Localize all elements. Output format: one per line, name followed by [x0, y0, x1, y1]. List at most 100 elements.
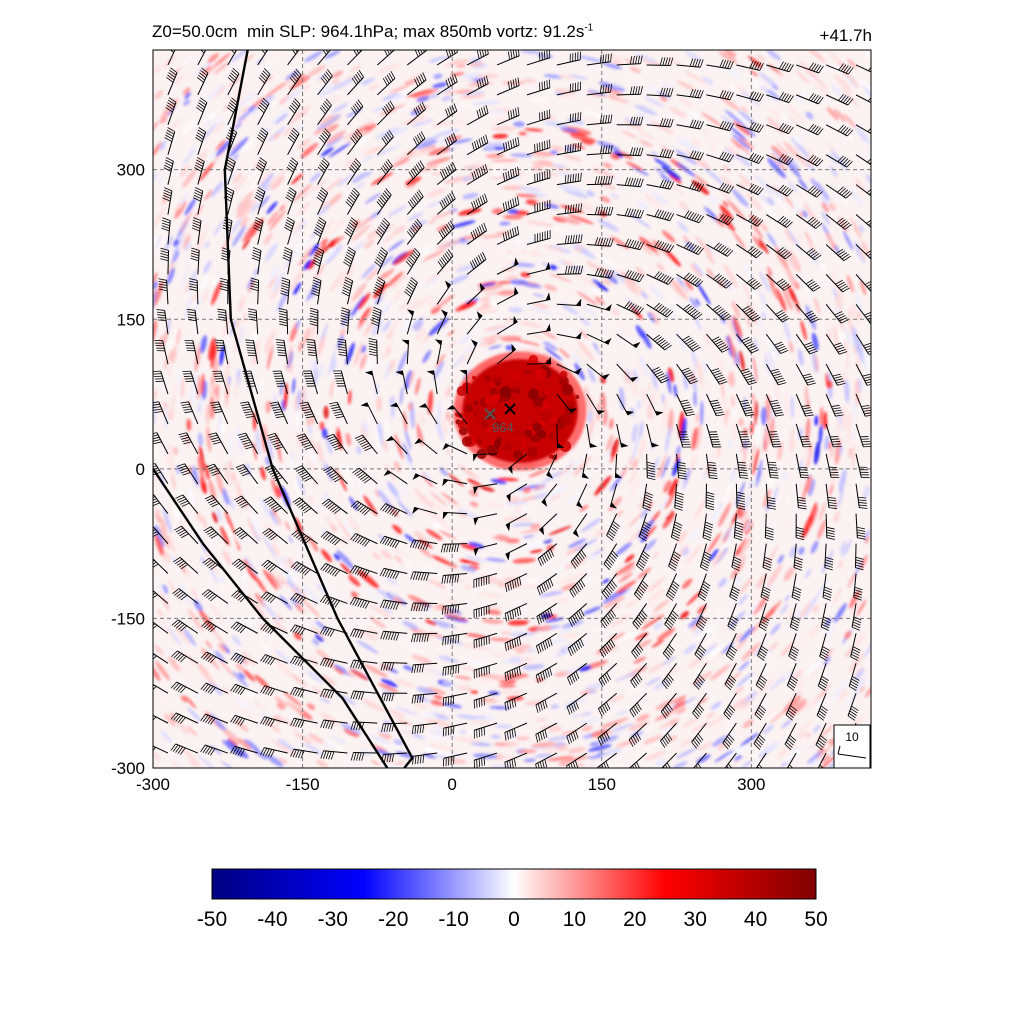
- wind-barb: [646, 148, 674, 159]
- wind-barb: [598, 662, 618, 687]
- wind-barb: [556, 331, 582, 340]
- wind-barb: [158, 278, 169, 305]
- wind-barb: [815, 722, 828, 751]
- wind-barb: [616, 301, 644, 315]
- wind-barb: [354, 434, 378, 455]
- wind-barb: [200, 682, 229, 695]
- wind-barb: [757, 633, 769, 661]
- wind-barb: [320, 688, 348, 699]
- wind-barb: [586, 144, 613, 156]
- coastline: [153, 468, 389, 768]
- wind-barb: [855, 274, 871, 293]
- wind-barb: [208, 432, 229, 455]
- wind-barb: [496, 77, 520, 96]
- wind-barb: [536, 603, 558, 625]
- wind-barb: [536, 573, 558, 596]
- wind-barb: [537, 543, 558, 567]
- wind-barb: [736, 91, 764, 102]
- wind-barb: [541, 483, 558, 507]
- wind-barb: [473, 573, 498, 588]
- wind-barb: [722, 722, 737, 750]
- wind-barb: [526, 261, 551, 275]
- wind-barb: [556, 363, 582, 375]
- wind-barb: [695, 603, 708, 631]
- wind-barb: [616, 238, 645, 251]
- wind-barb: [556, 423, 565, 448]
- wind-barbs: [153, 50, 871, 768]
- wind-barb: [436, 50, 458, 66]
- wind-barb: [795, 483, 807, 510]
- wind-barb: [317, 69, 333, 96]
- wind-barb: [616, 423, 629, 448]
- wind-barb: [789, 603, 801, 631]
- wind-barb: [496, 196, 520, 215]
- wind-barb: [290, 561, 318, 576]
- wind-barb: [535, 692, 558, 713]
- wind-barb: [855, 363, 871, 386]
- wind-barb: [660, 722, 677, 748]
- wind-barb: [706, 151, 735, 163]
- wind-barb: [736, 152, 764, 164]
- wind-barb: [375, 217, 391, 245]
- wind-barb: [405, 247, 421, 275]
- wind-barb: [442, 722, 468, 737]
- wind-barb: [290, 592, 318, 605]
- wind-barb: [440, 543, 468, 553]
- wind-barb: [442, 632, 468, 646]
- wind-barb: [292, 497, 318, 515]
- wind-barb: [368, 337, 378, 365]
- wind-barb: [364, 370, 378, 395]
- wind-barb: [735, 423, 752, 448]
- wind-barb: [568, 603, 588, 627]
- wind-barb: [855, 333, 871, 355]
- wind-barb: [601, 573, 618, 600]
- wind-barb: [256, 127, 269, 155]
- wind-barb: [286, 157, 299, 185]
- wind-barb: [287, 127, 300, 155]
- wind-barb: [662, 633, 677, 660]
- wind-barb: [795, 303, 820, 323]
- wind-barb: [299, 401, 318, 425]
- wind-barb: [401, 339, 410, 365]
- wind-barb: [237, 432, 259, 455]
- colorbar-tick-label: 30: [684, 908, 707, 931]
- wind-barb: [379, 535, 408, 549]
- wind-barb: [825, 214, 852, 230]
- wind-barb: [377, 50, 396, 66]
- wind-barb: [255, 157, 267, 185]
- wind-barb: [275, 339, 289, 365]
- wind-barb: [676, 303, 703, 320]
- wind-barb: [380, 503, 408, 517]
- wind-barb: [765, 303, 790, 323]
- wind-barb: [441, 602, 468, 615]
- y-tick-label: -150: [111, 609, 145, 628]
- wind-barb: [200, 713, 228, 725]
- wind-barb: [569, 573, 588, 598]
- wind-barb: [825, 393, 844, 417]
- wind-barb: [317, 157, 330, 185]
- wind-barb: [765, 483, 777, 510]
- wind-barb: [210, 401, 229, 425]
- wind-barb: [349, 565, 378, 578]
- wind-barb: [670, 513, 683, 542]
- wind-barb: [320, 530, 348, 546]
- wind-barb: [556, 172, 582, 186]
- wind-barb: [285, 187, 297, 215]
- wind-barb: [766, 153, 794, 166]
- wind-barb: [526, 169, 551, 186]
- wind-barb: [253, 216, 264, 245]
- wind-barb: [184, 339, 199, 365]
- wind-barb: [507, 453, 528, 475]
- wind-barb: [406, 131, 426, 156]
- wind-barb: [496, 50, 520, 66]
- wind-barb: [646, 179, 675, 190]
- wind-barb: [379, 567, 408, 580]
- wind-barb: [847, 693, 859, 721]
- wind-barb: [214, 339, 229, 365]
- reference-barb-box: 10: [833, 724, 871, 769]
- wind-barb: [824, 543, 834, 571]
- wind-barb: [191, 217, 202, 245]
- wind-barb: [232, 527, 259, 544]
- wind-barb: [200, 651, 229, 664]
